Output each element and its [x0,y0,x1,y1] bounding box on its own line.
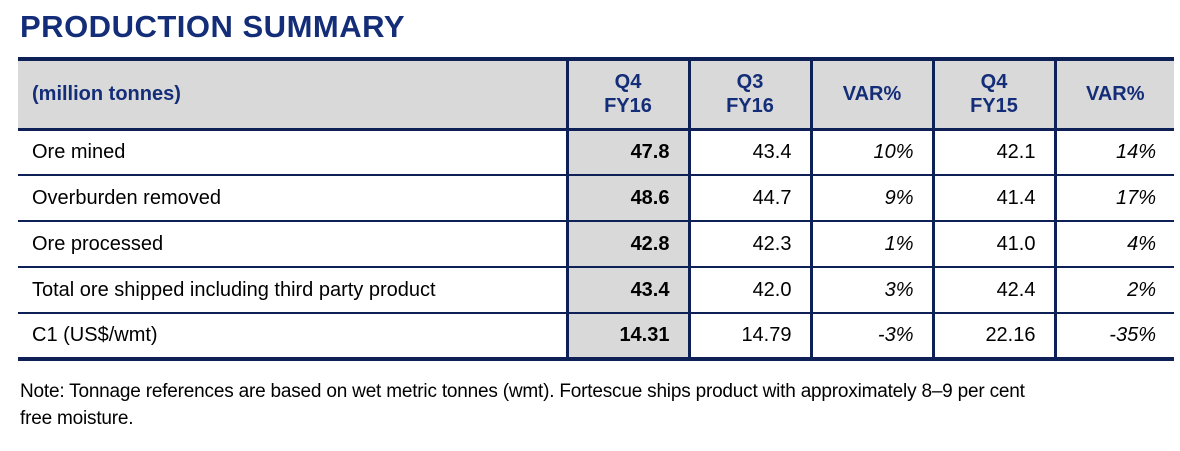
table-row: Overburden removed 48.6 44.7 9% 41.4 17% [18,175,1174,222]
column-header-var-q4: VAR% [1053,59,1174,131]
value-var-q4: 4% [1053,221,1174,268]
value-q4-fy16: 43.4 [565,267,689,314]
row-label: Overburden removed [18,175,567,222]
value-q4-fy16: 14.31 [565,313,689,359]
value-q3-fy16: 42.3 [687,221,811,268]
value-var-q3: 1% [809,221,933,268]
value-var-q3: 9% [809,175,933,222]
row-label: C1 (US$/wmt) [32,324,158,346]
unit-label-header: (million tonnes) [18,59,567,131]
column-header-q4-fy16: Q4 FY16 [565,59,689,131]
value-q4-fy16: 48.6 [565,175,689,222]
value-var-q4: 14% [1053,129,1174,176]
value-q4-fy16: 47.8 [565,129,689,176]
value-q4-fy15: 41.4 [931,175,1055,222]
value-q4-fy15: 42.1 [931,129,1055,176]
value-q4-fy16: 42.8 [565,221,689,268]
table-row: Total ore shipped including third party … [18,267,1174,314]
value-var-q4: 2% [1053,267,1174,314]
value-q3-fy16: 42.0 [687,267,811,314]
value-q3-fy16: 43.4 [687,129,811,176]
page-title: PRODUCTION SUMMARY [20,9,406,44]
value-q4-fy15: 41.0 [931,221,1055,268]
table-body: Ore mined 47.8 43.4 10% 42.1 14% Overbur… [18,129,1174,359]
report-page: PRODUCTION SUMMARY (million tonnes) Q4 F… [18,9,1174,432]
column-header-q3-fy16: Q3 FY16 [687,59,811,131]
footnote-line: free moisture. [20,408,134,429]
table-header: (million tonnes) Q4 FY16 Q3 FY16 VAR% Q4… [18,59,1174,131]
value-var-q3: 3% [809,267,933,314]
value-q3-fy16: 44.7 [687,175,811,222]
column-header-q4-fy15: Q4 FY15 [931,59,1055,131]
footnote: Note: Tonnage references are based on we… [20,378,1170,432]
value-var-q4: 17% [1053,175,1174,222]
value-q4-fy15: 22.16 [931,313,1055,359]
value-q3-fy16: 14.79 [687,313,811,359]
production-summary-table: (million tonnes) Q4 FY16 Q3 FY16 VAR% Q4… [18,57,1174,361]
footnote-line: Note: Tonnage references are based on we… [20,381,1025,402]
table-row: Ore processed 42.8 42.3 1% 41.0 4% [18,221,1174,268]
value-q4-fy15: 42.4 [931,267,1055,314]
column-header-var-q3: VAR% [809,59,933,131]
table-row: C1 (US$/wmt) 14.31 14.79 -3% 22.16 -35% [18,313,1174,359]
value-var-q3: -3% [809,313,933,359]
value-var-q4: -35% [1053,313,1174,359]
value-var-q3: 10% [809,129,933,176]
row-label: Total ore shipped including third party … [18,267,567,314]
row-label: Ore mined [18,129,567,176]
row-label: Ore processed [18,221,567,268]
table-row: Ore mined 47.8 43.4 10% 42.1 14% [18,129,1174,176]
header-row: (million tonnes) Q4 FY16 Q3 FY16 VAR% Q4… [18,59,1174,131]
